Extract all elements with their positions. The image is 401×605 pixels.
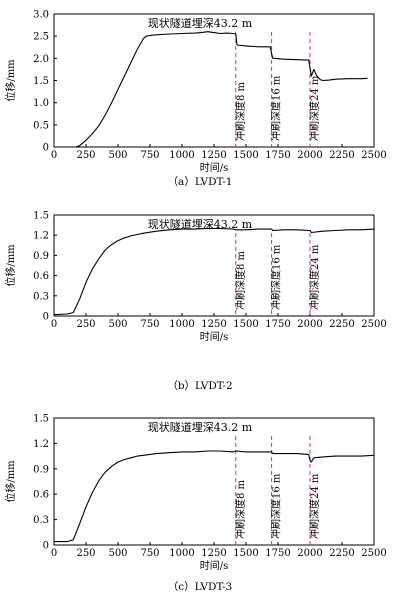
x-tick-label: 2500 <box>361 319 386 330</box>
scour-marker-label: 冲刷深度24 m <box>308 473 321 539</box>
x-tick-label: 2000 <box>297 150 322 161</box>
y-tick-label: 3.0 <box>33 10 49 21</box>
x-tick-label: 2000 <box>297 319 322 330</box>
panel-caption: （a）LVDT-1 <box>168 176 233 188</box>
x-tick-label: 750 <box>140 548 159 559</box>
y-tick-label: 0.6 <box>33 271 49 282</box>
x-tick-label: 2500 <box>361 548 386 559</box>
chart-panel-2: 0 250 500 750 1000 1250 1500 1750 2000 2250 2500 0 0… <box>4 211 387 393</box>
x-tick-label: 2250 <box>329 548 354 559</box>
x-tick-label: 2250 <box>329 319 354 330</box>
x-tick-label: 1000 <box>169 150 194 161</box>
x-axis-label: 时间/s <box>200 161 229 174</box>
scour-marker-label: 冲刷深度24 m <box>308 244 321 310</box>
y-tick-label: 0.9 <box>33 464 49 475</box>
x-tick-label: 500 <box>108 319 127 330</box>
displacement-series-line <box>75 31 368 148</box>
y-tick-label: 1.2 <box>33 439 49 450</box>
y-tick-label: 0.9 <box>33 251 49 262</box>
y-tick-label: 0 <box>43 312 49 323</box>
x-tick-label: 750 <box>140 319 159 330</box>
chart-panel-3: 0 250 500 750 1000 1250 1500 1750 2000 2250 2500 0 0… <box>4 414 387 594</box>
x-axis-label: 时间/s <box>200 559 229 572</box>
y-tick-label: 0 <box>43 541 49 552</box>
y-tick-label: 0.6 <box>33 490 49 501</box>
y-tick-label: 2.5 <box>33 32 49 43</box>
x-tick-label: 500 <box>108 150 127 161</box>
x-tick-label: 1250 <box>201 548 226 559</box>
scour-marker-label: 冲刷深度8 m <box>234 81 247 141</box>
x-tick-label: 1500 <box>233 150 258 161</box>
scour-marker-label: 冲刷深度16 m <box>270 244 283 310</box>
scour-marker-label: 冲刷深度16 m <box>270 473 283 539</box>
chart-title: 现状隧道埋深43.2 m <box>148 217 253 231</box>
y-tick-label: 1.5 <box>33 414 49 425</box>
x-tick-label: 2000 <box>297 548 322 559</box>
x-tick-label: 1500 <box>233 548 258 559</box>
x-tick-label: 1750 <box>265 319 290 330</box>
panel-caption: （c）LVDT-3 <box>168 581 233 593</box>
x-tick-label: 250 <box>76 319 95 330</box>
x-tick-label: 500 <box>108 548 127 559</box>
x-tick-label: 250 <box>76 150 95 161</box>
x-tick-label: 0 <box>51 150 57 161</box>
scour-marker-label: 冲刷深度8 m <box>234 479 247 539</box>
x-tick-label: 1000 <box>169 548 194 559</box>
chart-title: 现状隧道埋深43.2 m <box>148 16 253 30</box>
scour-marker-label: 冲刷深度16 m <box>270 75 283 141</box>
x-tick-label: 1000 <box>169 319 194 330</box>
chart-panel-1: 0 250 500 750 1000 1250 1500 1750 2000 2250 2500 0 0… <box>4 10 387 189</box>
y-axis-label: 位移/mm <box>4 59 17 102</box>
x-tick-label: 2500 <box>361 150 386 161</box>
x-tick-label: 2250 <box>329 150 354 161</box>
x-tick-label: 0 <box>51 319 57 330</box>
panel-caption: （b）LVDT-2 <box>167 380 232 392</box>
y-tick-label: 1.0 <box>33 98 49 109</box>
y-tick-label: 0 <box>43 143 49 154</box>
y-tick-label: 1.5 <box>33 211 49 222</box>
y-tick-label: 0.3 <box>33 291 49 302</box>
y-tick-label: 2.0 <box>33 54 49 65</box>
displacement-series-line <box>53 227 375 316</box>
x-tick-label: 0 <box>51 548 57 559</box>
x-tick-label: 1250 <box>201 150 226 161</box>
x-tick-label: 1250 <box>201 319 226 330</box>
y-axis-label: 位移/mm <box>4 460 17 503</box>
y-tick-label: 1.5 <box>33 76 49 87</box>
displacement-series-line <box>54 450 375 543</box>
scour-marker-label: 冲刷深度8 m <box>234 250 247 310</box>
chart-title: 现状隧道埋深43.2 m <box>148 420 253 434</box>
x-tick-label: 750 <box>140 150 159 161</box>
x-tick-label: 250 <box>76 548 95 559</box>
y-tick-label: 1.2 <box>33 231 49 242</box>
scour-marker-label: 冲刷深度24 m <box>308 75 321 141</box>
x-tick-label: 1750 <box>265 150 290 161</box>
x-tick-label: 1500 <box>233 319 258 330</box>
plot-frame <box>53 417 375 546</box>
y-axis-label: 位移/mm <box>4 244 17 287</box>
x-tick-label: 1750 <box>265 548 290 559</box>
y-tick-label: 0.5 <box>33 120 49 131</box>
y-tick-label: 0.3 <box>33 515 49 526</box>
x-axis-label: 时间/s <box>200 330 229 343</box>
